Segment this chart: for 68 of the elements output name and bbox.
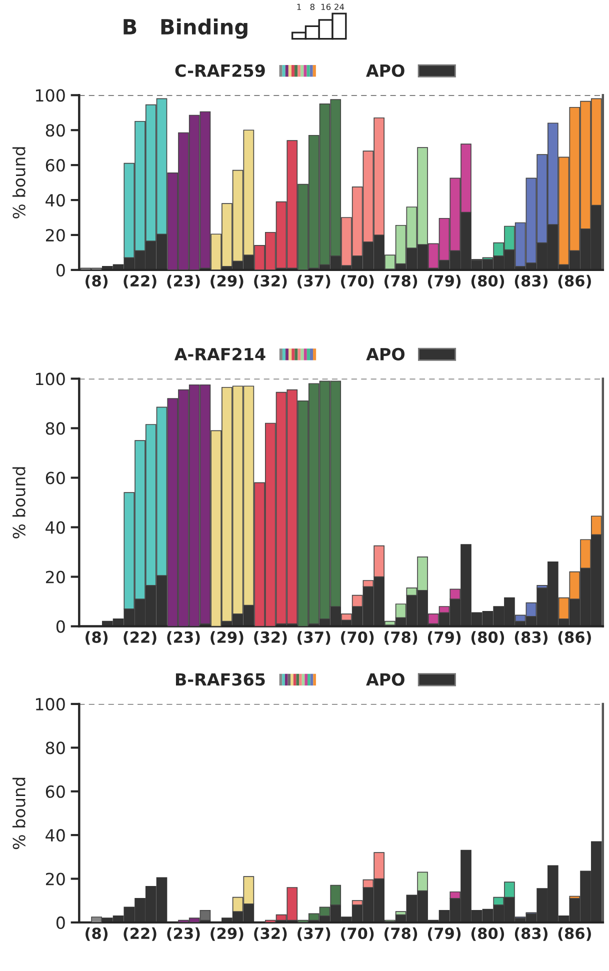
x-tick-label: (79) [428, 927, 461, 941]
y-axis-title: % bound [12, 778, 26, 850]
x-tick-label: (8) [86, 927, 108, 941]
text: 16 [321, 4, 331, 10]
x-tick-label: (8) [86, 274, 108, 288]
chart-title: B Binding [124, 18, 248, 39]
y-tick-label: 20 [46, 570, 65, 584]
y-tick-label: 0 [56, 264, 65, 277]
x-tick-label: (80) [471, 631, 504, 645]
x-tick-label: (29) [210, 274, 244, 288]
y-tick-label: 80 [46, 422, 65, 435]
x-tick-label: (23) [167, 631, 200, 645]
y-tick-label: 60 [46, 785, 65, 798]
x-tick-label: (83) [514, 927, 548, 941]
x-tick-label: (83) [514, 631, 548, 645]
text: 8 [310, 4, 314, 10]
x-tick-label: (86) [558, 274, 591, 288]
text: 1 [297, 4, 301, 10]
x-tick-label: (8) [86, 631, 108, 645]
x-tick-label: (80) [471, 927, 504, 941]
x-tick-label: (86) [558, 927, 591, 941]
y-tick-label: 40 [46, 194, 65, 207]
legend-label: C-RAF259 [175, 64, 265, 77]
x-tick-label: (37) [298, 631, 330, 645]
x-tick-label: (78) [384, 274, 418, 288]
x-tick-label: (83) [514, 274, 548, 288]
legend-label: APO [366, 64, 404, 77]
y-tick-label: 0 [56, 620, 65, 633]
x-tick-label: (23) [167, 274, 200, 288]
y-axis-title: % bound [12, 467, 26, 538]
x-tick-label: (22) [124, 274, 156, 288]
x-tick-label: (32) [254, 927, 287, 941]
y-tick-label: 60 [46, 472, 65, 484]
x-tick-label: (23) [167, 927, 200, 941]
y-tick-label: 80 [46, 124, 65, 137]
x-tick-label: (80) [471, 274, 504, 288]
x-tick-label: (29) [210, 631, 244, 645]
x-tick-label: (79) [428, 274, 461, 288]
x-tick-label: (70) [341, 631, 374, 645]
y-tick-label: 20 [46, 228, 65, 242]
x-tick-label: (78) [384, 927, 418, 941]
x-tick-label: (22) [124, 927, 156, 941]
text: 24 [334, 4, 344, 10]
y-tick-label: 20 [46, 872, 65, 886]
x-tick-label: (32) [254, 274, 287, 288]
y-tick-label: 100 [36, 372, 65, 386]
y-tick-label: 80 [46, 742, 65, 754]
x-tick-label: (22) [124, 631, 156, 645]
legend-label: APO [366, 348, 405, 360]
legend-label: B-RAF365 [176, 673, 265, 686]
x-tick-label: (79) [428, 631, 461, 645]
x-tick-label: (37) [298, 274, 330, 288]
y-tick-label: 60 [46, 159, 65, 172]
y-tick-label: 40 [46, 521, 65, 534]
legend-label: APO [366, 673, 404, 686]
x-tick-label: (29) [210, 927, 244, 941]
y-tick-label: 100 [36, 698, 65, 711]
x-tick-label: (70) [341, 927, 374, 941]
y-tick-label: 100 [36, 89, 65, 102]
y-axis-title: % bound [12, 147, 26, 218]
x-tick-label: (86) [558, 631, 591, 645]
x-tick-label: (70) [341, 274, 374, 288]
x-tick-label: (78) [384, 631, 418, 645]
legend-label: A-RAF214 [174, 348, 266, 360]
y-tick-label: 0 [56, 916, 65, 930]
y-tick-label: 40 [46, 829, 65, 842]
x-tick-label: (37) [298, 927, 330, 941]
x-tick-label: (32) [254, 631, 287, 645]
